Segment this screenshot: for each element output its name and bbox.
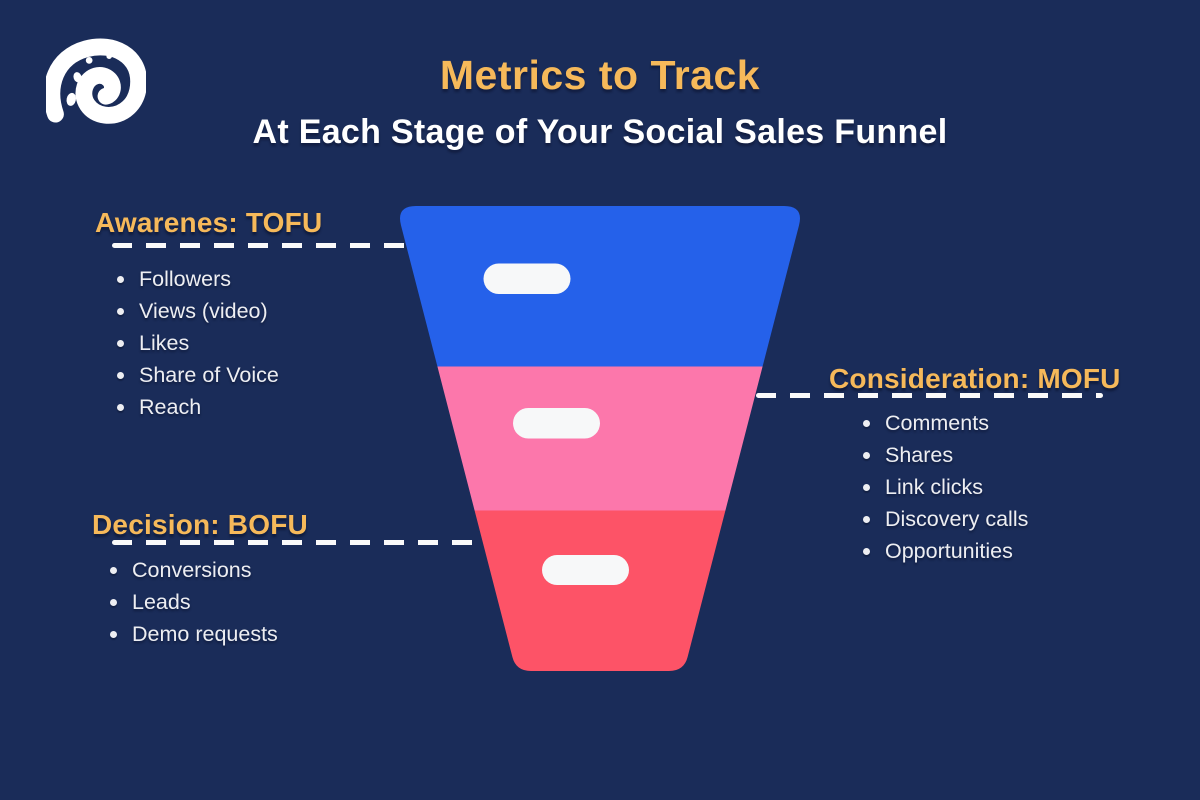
bullet-icon [110, 566, 117, 574]
list-item: Link clicks [863, 471, 1028, 503]
list-item: Followers [117, 263, 279, 295]
spiral-dot [66, 92, 76, 106]
metric-label: Reach [139, 395, 202, 420]
tofu-heading: Awarenes: TOFU [95, 207, 323, 238]
list-item: Discovery calls [863, 504, 1028, 536]
bullet-icon [863, 483, 870, 491]
funnel-highlight-pill-bottom [542, 555, 629, 585]
metric-label: Leads [132, 589, 191, 614]
spiral-dot [85, 57, 93, 64]
bullet-icon [110, 630, 117, 638]
metric-label: Followers [139, 266, 231, 291]
metric-label: Discovery calls [885, 507, 1029, 532]
funnel-stage-decision [400, 510, 800, 671]
wave-spiral-logo [46, 38, 146, 124]
metric-label: Opportunities [885, 539, 1013, 564]
metric-label: Share of Voice [139, 363, 279, 388]
bofu-connector-line [112, 540, 485, 545]
list-item: Views (video) [117, 295, 279, 327]
list-item: Conversions [110, 554, 278, 586]
funnel-highlight-pill-top [483, 263, 571, 294]
spiral-dot [73, 72, 82, 83]
list-item: Share of Voice [117, 360, 279, 392]
page-subtitle: At Each Stage of Your Social Sales Funne… [252, 113, 948, 151]
bullet-icon [117, 275, 124, 283]
funnel-highlight-pill-middle [513, 408, 600, 439]
funnel-stage-awareness [400, 206, 800, 367]
bullet-icon [863, 451, 870, 459]
spiral-stroke [46, 38, 146, 124]
list-item: Leads [110, 586, 278, 618]
metric-label: Link clicks [885, 474, 983, 499]
bullet-icon [863, 516, 870, 524]
funnel-stage-consideration [400, 366, 800, 511]
list-item: Reach [117, 392, 279, 424]
metric-label: Demo requests [132, 621, 278, 646]
mofu-metrics-list: Comments Shares Link clicks Discovery ca… [863, 407, 1028, 568]
metric-label: Likes [139, 330, 190, 355]
bullet-icon [117, 372, 124, 380]
tofu-connector-line [112, 243, 411, 248]
mofu-connector-line [756, 393, 1103, 398]
bullet-icon [117, 339, 124, 347]
list-item: Opportunities [863, 536, 1028, 568]
bullet-icon [110, 598, 117, 606]
bullet-icon [117, 404, 124, 412]
tofu-metrics-list: Followers Views (video) Likes Share of V… [117, 263, 279, 424]
list-item: Comments [863, 407, 1028, 439]
spiral-dot [106, 53, 112, 59]
metric-label: Views (video) [139, 298, 268, 323]
bullet-icon [117, 307, 124, 315]
metric-label: Comments [885, 410, 989, 435]
mofu-heading: Consideration: MOFU [829, 363, 1121, 394]
page-title: Metrics to Track [439, 52, 761, 98]
bullet-icon [863, 419, 870, 427]
list-item: Likes [117, 327, 279, 359]
metric-label: Conversions [132, 557, 252, 582]
list-item: Shares [863, 439, 1028, 471]
list-item: Demo requests [110, 618, 278, 650]
metric-label: Shares [885, 442, 954, 467]
bofu-heading: Decision: BOFU [92, 509, 308, 540]
bullet-icon [863, 548, 870, 556]
bofu-metrics-list: Conversions Leads Demo requests [110, 554, 278, 651]
